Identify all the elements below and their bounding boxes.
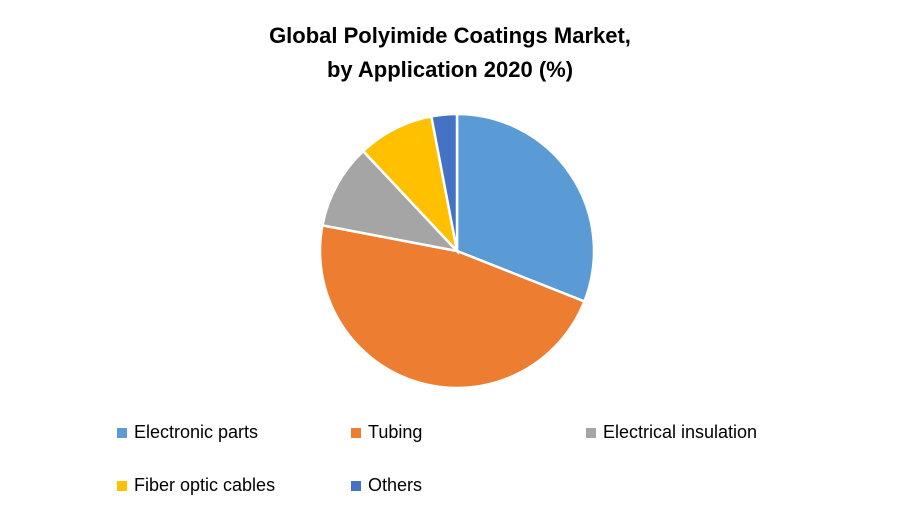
legend-label: Tubing xyxy=(368,422,422,442)
legend-label: Fiber optic cables xyxy=(134,475,275,495)
chart-title: Global Polyimide Coatings Market, xyxy=(269,23,631,48)
legend-label: Others xyxy=(368,475,422,495)
legend-label: Electronic parts xyxy=(134,422,258,442)
legend-swatch xyxy=(351,428,361,438)
legend-swatch xyxy=(117,481,127,491)
legend-swatch xyxy=(117,428,127,438)
pie-slice xyxy=(318,223,587,390)
legend-label: Electrical insulation xyxy=(603,422,757,442)
legend-swatch xyxy=(351,481,361,491)
pie-slice xyxy=(455,112,596,304)
chart-title: by Application 2020 (%) xyxy=(327,57,573,82)
pie-slice xyxy=(320,149,461,253)
legend-swatch xyxy=(586,428,596,438)
pie-slice xyxy=(429,112,459,252)
